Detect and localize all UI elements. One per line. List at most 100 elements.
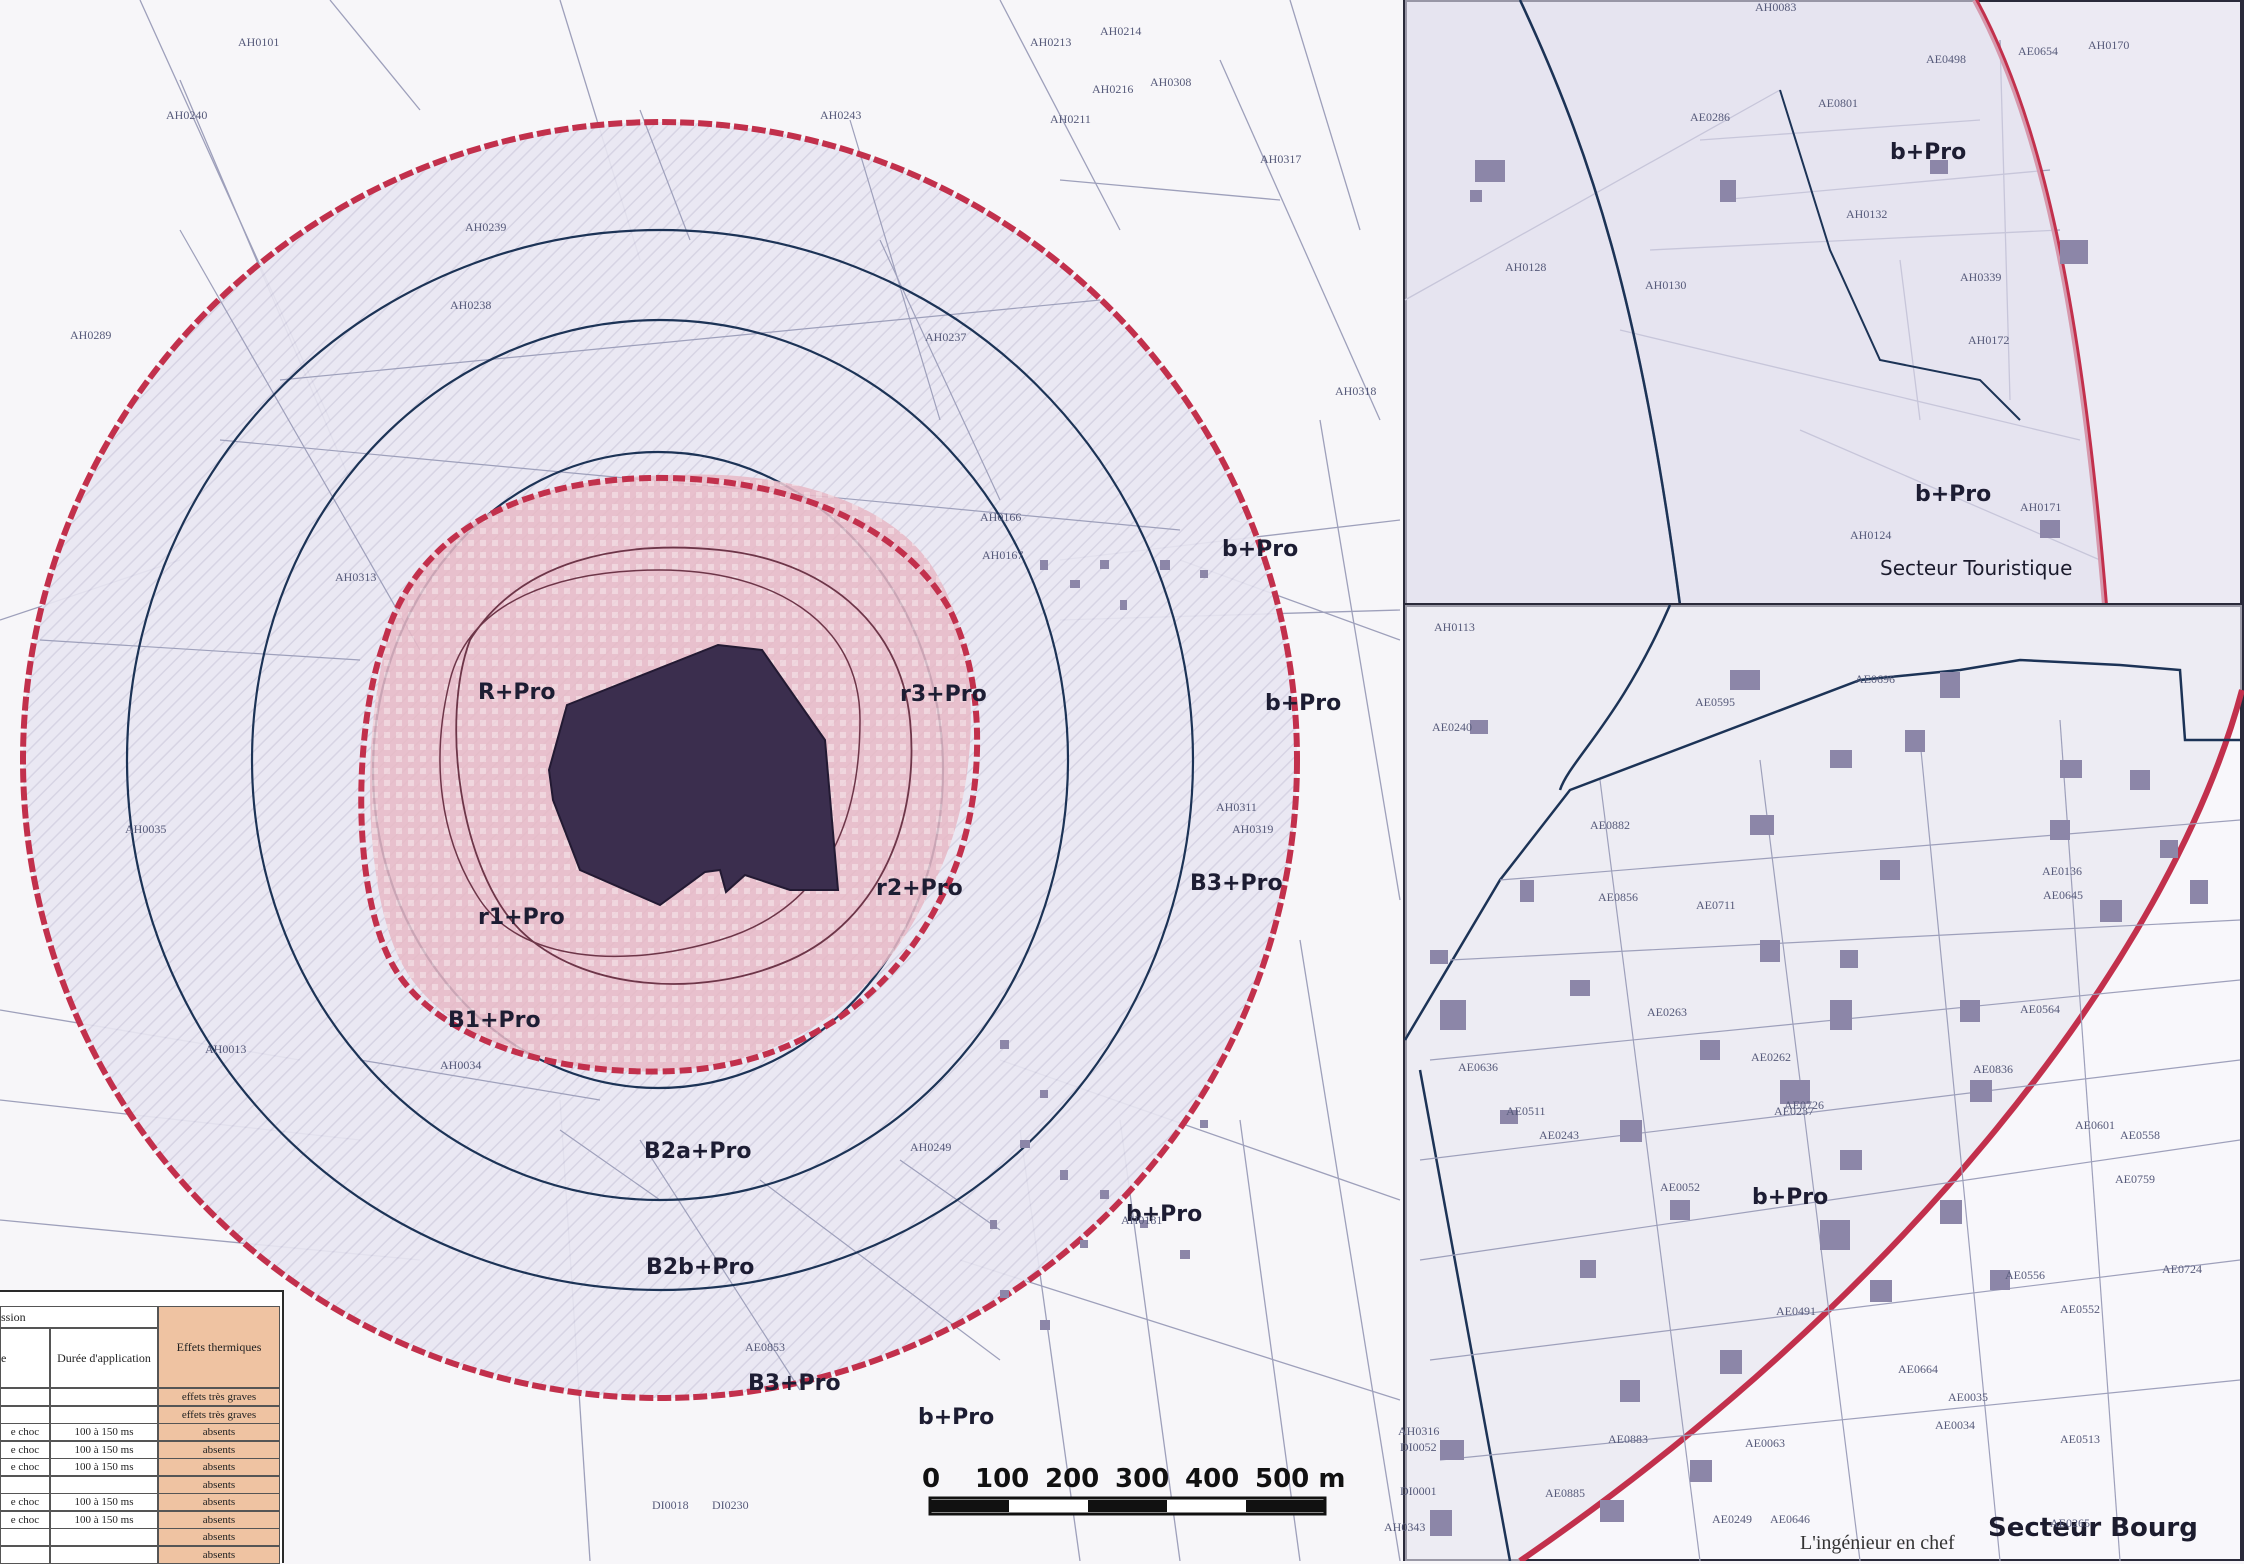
parcel-label: AH0319	[1232, 822, 1274, 836]
parcel-label: AE0265	[2050, 1516, 2090, 1530]
parcel-label: AE0883	[1608, 1432, 1648, 1446]
parcel-label: DI0001	[1400, 1484, 1437, 1498]
parcel-label: AE0513	[2060, 1432, 2100, 1446]
parcel-label: AE0063	[1745, 1436, 1785, 1450]
parcel-label: AH0213	[1030, 35, 1072, 49]
parcel-label: AE0136	[2042, 864, 2082, 878]
parcel-label: AE0552	[2060, 1302, 2100, 1316]
parcel-label: AE0645	[2043, 888, 2083, 902]
parcel-label: AE0882	[1590, 818, 1630, 832]
parcel-label: AE0664	[1898, 1362, 1938, 1376]
parcel-label: AE0035	[1948, 1390, 1988, 1404]
parcel-label: AE0240	[1432, 720, 1472, 734]
parcel-label: AE0558	[2120, 1128, 2160, 1142]
parcel-label: AE0801	[1818, 96, 1858, 110]
legend-cell-load	[0, 1388, 50, 1406]
legend-cell-duration	[50, 1388, 158, 1406]
parcel-label: AE0759	[2115, 1172, 2155, 1186]
parcel-label: AH0311	[1216, 800, 1257, 814]
parcel-label: AH0034	[440, 1058, 482, 1072]
legend-cell-duration: 100 à 150 ms	[50, 1423, 158, 1441]
parcel-label: AH0214	[1100, 24, 1142, 38]
legend-cell-load	[0, 1405, 50, 1424]
parcel-label: AE0237	[1774, 1104, 1814, 1118]
parcel-label: AE0595	[1695, 695, 1735, 709]
zone-r-inner-line	[455, 546, 913, 985]
parcel-label: AE0885	[1545, 1486, 1585, 1500]
scale-tick-400: 400	[1185, 1464, 1240, 1494]
legend-header-col1b: e	[0, 1328, 50, 1388]
inset-bourg-red-arc	[1518, 689, 2244, 1561]
legend-cell-duration: 100 à 150 ms	[50, 1493, 158, 1511]
parcel-label: AH0313	[335, 570, 377, 584]
parcel-label: AH0013	[205, 1042, 247, 1056]
parcel-label: AE0853	[745, 1340, 785, 1354]
zone-label-b-inset3: b+Pro	[1752, 1185, 1829, 1210]
parcel-label: AH0317	[1260, 152, 1302, 166]
parcel-label: AH0172	[1968, 333, 2010, 347]
legend-cell-thermal: absents	[158, 1423, 280, 1441]
parcel-label: AE0249	[1712, 1512, 1752, 1526]
parcel-label: AH0130	[1645, 278, 1687, 292]
parcel-label: AH0181	[1121, 1213, 1163, 1227]
scale-tick-100: 100	[975, 1464, 1030, 1494]
zone-label-r1: r1+Pro	[478, 905, 565, 930]
parcel-label: AH0316	[1398, 1424, 1440, 1438]
parcel-label: AE0511	[1506, 1104, 1546, 1118]
parcel-label: AH0237	[925, 330, 967, 344]
legend-cell-load	[0, 1475, 50, 1494]
inset-title-bourg: Secteur Bourg	[1988, 1513, 2198, 1543]
zone-label-b1: B1+Pro	[448, 1008, 541, 1033]
parcel-label: AE0262	[1751, 1050, 1791, 1064]
inset-touristique-zone	[1405, 0, 2105, 605]
parcel-label: AH0170	[2088, 38, 2130, 52]
parcel-label: AH0128	[1505, 260, 1547, 274]
parcel-label: AH0211	[1050, 112, 1091, 126]
parcel-label: AH0249	[910, 1140, 952, 1154]
parcel-label: DI0230	[712, 1498, 749, 1512]
legend-header-col2: Durée d'application	[50, 1328, 158, 1388]
zone-label-r: R+Pro	[478, 680, 556, 705]
legend-cell-thermal: absents	[158, 1440, 280, 1459]
legend-cell-duration	[50, 1405, 158, 1424]
parcel-label: AH0289	[70, 328, 112, 342]
inset-title-touristique: Secteur Touristique	[1880, 556, 2073, 580]
legend-cell-thermal: effets très graves	[158, 1388, 280, 1406]
parcel-label: AH0308	[1150, 75, 1192, 89]
parcel-label: AH0171	[2020, 500, 2062, 514]
legend-table: ssion e Durée d'application Effets therm…	[0, 1290, 284, 1564]
inset-touristique-buildings	[1470, 160, 2088, 538]
legend-cell-duration: 100 à 150 ms	[50, 1510, 158, 1529]
legend-cell-load: e choc	[0, 1510, 50, 1529]
parcel-label: AE0856	[1598, 890, 1638, 904]
parcel-label: AE0836	[1973, 1062, 2013, 1076]
parcel-label: AE0491	[1776, 1304, 1816, 1318]
building-cluster	[990, 560, 1208, 1330]
legend-cell-thermal: absents	[158, 1510, 280, 1529]
parcel-label: AH0339	[1960, 270, 2002, 284]
legend-cell-duration: 100 à 150 ms	[50, 1458, 158, 1476]
parcel-label: AE0726	[1784, 1098, 1824, 1112]
legend-cell-load: e choc	[0, 1493, 50, 1511]
ring-b2a	[250, 318, 1070, 1202]
inset-touristique-boundary	[1779, 89, 2021, 421]
parcel-label: AE0636	[1458, 1060, 1498, 1074]
parcel-label: AE0696	[1855, 672, 1895, 686]
parcel-label: AH0240	[166, 108, 208, 122]
zone-label-b-inset2: b+Pro	[1915, 482, 1992, 507]
legend-cell-load: e choc	[0, 1458, 50, 1476]
zone-label-b-3: b+Pro	[1126, 1202, 1203, 1227]
parcel-label: AE0724	[2162, 1262, 2202, 1276]
parcel-label: AH0113	[1434, 620, 1475, 634]
parcel-label: AE0498	[1926, 52, 1966, 66]
legend-cell-thermal: effets très graves	[158, 1405, 280, 1424]
legend-cell-thermal: absents	[158, 1458, 280, 1476]
parcel-label: AH0239	[465, 220, 507, 234]
inset-bourg-river-left	[1418, 1069, 1512, 1561]
parcel-label: AH0238	[450, 298, 492, 312]
outer-red-boundary	[20, 119, 1300, 1401]
zone-label-r2: r2+Pro	[876, 876, 963, 901]
parcel-label: AE0601	[2075, 1118, 2115, 1132]
legend-cell-load: e choc	[0, 1423, 50, 1441]
parcel-label: AH0101	[238, 35, 280, 49]
